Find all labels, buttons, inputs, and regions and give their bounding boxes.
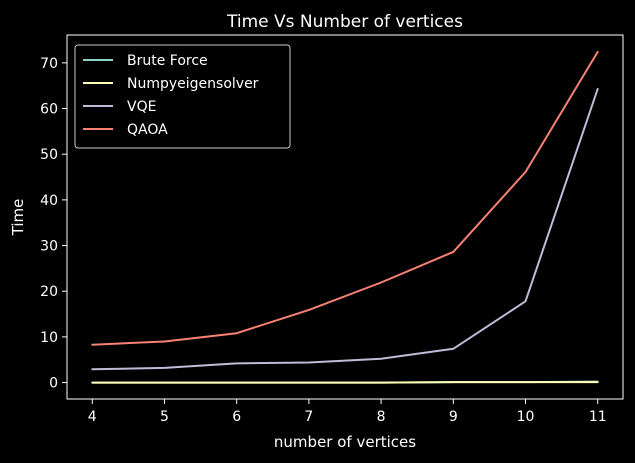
legend-label: Brute Force xyxy=(127,53,208,69)
legend-label: VQE xyxy=(127,99,156,115)
x-tick-label: 11 xyxy=(589,409,607,425)
x-tick-label: 8 xyxy=(377,409,386,425)
x-tick-label: 6 xyxy=(232,409,241,425)
legend: Brute Force Numpyeigensolver VQE QAOA xyxy=(74,44,291,149)
x-tick-label: 4 xyxy=(88,409,97,425)
series-line-vqe xyxy=(91,87,599,371)
y-tick-label: 60 xyxy=(40,102,58,118)
x-tick-label: 9 xyxy=(449,409,458,425)
series-line-qaoa xyxy=(91,50,599,346)
legend-label: QAOA xyxy=(127,122,168,138)
x-axis-label: number of vertices xyxy=(274,433,416,451)
legend-box xyxy=(74,44,291,149)
chart-title: Time Vs Number of vertices xyxy=(226,12,463,32)
plot-area xyxy=(66,34,624,400)
y-tick-label: 50 xyxy=(40,147,58,163)
y-axis-label: Time xyxy=(9,199,27,237)
x-tick-label: 7 xyxy=(304,409,313,425)
y-tick-label: 70 xyxy=(40,56,58,72)
y-tick-label: 40 xyxy=(40,193,58,209)
series-line-numpyeigensolver xyxy=(91,381,599,384)
y-axis: 0 10 20 30 40 50 60 70 xyxy=(40,56,67,392)
legend-label: Numpyeigensolver xyxy=(127,76,259,92)
y-tick-label: 20 xyxy=(40,284,58,300)
y-tick-label: 0 xyxy=(49,376,58,392)
x-tick-label: 5 xyxy=(160,409,169,425)
x-axis: 4 5 6 7 8 9 10 11 xyxy=(88,399,607,425)
series-lines xyxy=(91,50,599,384)
y-tick-label: 30 xyxy=(40,239,58,255)
x-tick-label: 10 xyxy=(517,409,535,425)
y-tick-label: 10 xyxy=(40,330,58,346)
